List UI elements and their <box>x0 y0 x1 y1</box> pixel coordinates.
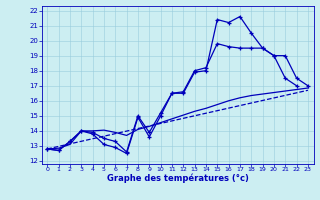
X-axis label: Graphe des températures (°c): Graphe des températures (°c) <box>107 174 249 183</box>
